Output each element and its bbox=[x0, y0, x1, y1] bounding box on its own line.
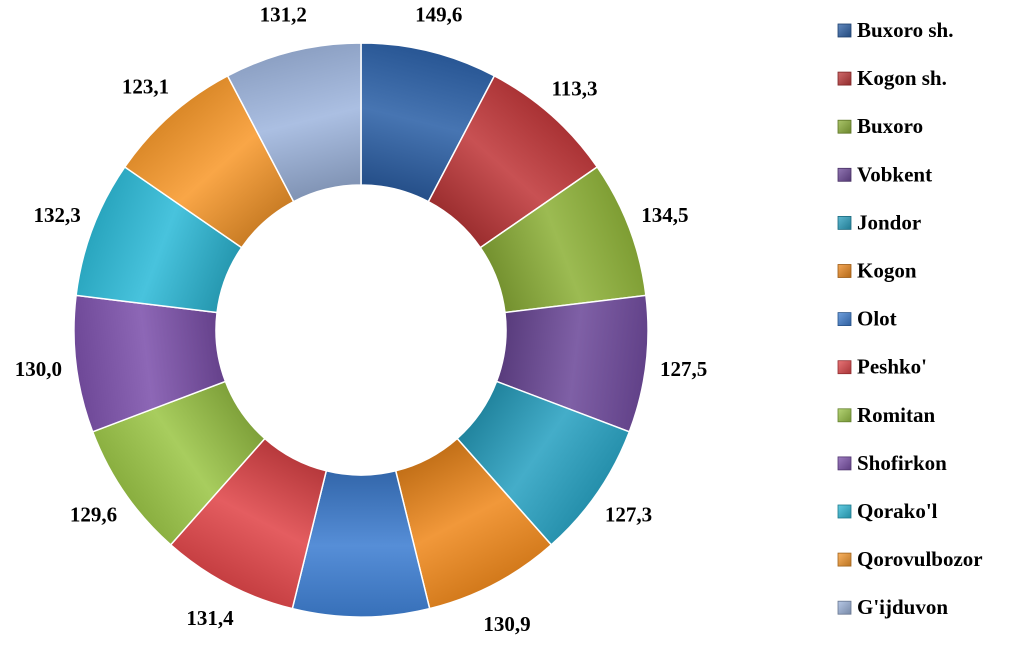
data-label-4: 127,5 bbox=[660, 357, 707, 381]
legend-label-1: Buxoro sh. bbox=[857, 18, 953, 42]
data-label-3: 134,5 bbox=[641, 203, 688, 227]
data-label-6: 130,9 bbox=[483, 612, 530, 636]
data-label-7: 130,1 bbox=[337, 648, 384, 653]
legend-label-7: Olot bbox=[857, 307, 897, 331]
legend-label-11: Qorako'l bbox=[857, 499, 938, 523]
legend-label-4: Vobkent bbox=[857, 162, 932, 186]
data-label-10: 130,0 bbox=[15, 357, 62, 381]
legend-swatch-5 bbox=[837, 215, 852, 230]
legend-label-5: Jondor bbox=[857, 210, 921, 234]
legend-swatch-10 bbox=[837, 456, 852, 471]
legend-swatch-4 bbox=[837, 167, 852, 182]
data-labels: 149,6 113,3 134,5 127,5 127,3 130,9 130,1 131,4… bbox=[15, 2, 708, 653]
legend-label-3: Buxoro bbox=[857, 114, 923, 138]
legend-label-2: Kogon sh. bbox=[857, 66, 947, 90]
legend: Buxoro sh. Kogon sh. Buxoro Vobkent Jondor Ko… bbox=[837, 18, 983, 619]
data-label-5: 127,3 bbox=[605, 503, 652, 527]
data-label-8: 131,4 bbox=[186, 606, 234, 630]
legend-label-6: Kogon bbox=[857, 259, 917, 283]
data-label-13: 131,2 bbox=[260, 2, 307, 26]
legend-label-12: Qorovulbozor bbox=[857, 547, 983, 571]
legend-label-10: Shofirkon bbox=[857, 451, 947, 475]
legend-swatch-8 bbox=[837, 360, 852, 375]
legend-swatch-1 bbox=[837, 23, 852, 38]
donut-slice-13 bbox=[226, 42, 362, 203]
legend-swatch-3 bbox=[837, 119, 852, 134]
data-label-9: 129,6 bbox=[70, 503, 117, 527]
data-label-11: 132,3 bbox=[33, 203, 80, 227]
legend-swatch-12 bbox=[837, 552, 852, 567]
legend-swatch-13 bbox=[837, 600, 852, 615]
legend-label-8: Peshko' bbox=[857, 355, 927, 379]
legend-label-9: Romitan bbox=[857, 403, 935, 427]
data-label-2: 113,3 bbox=[551, 77, 597, 101]
legend-swatch-9 bbox=[837, 408, 852, 423]
legend-swatch-11 bbox=[837, 504, 852, 519]
donut-slices bbox=[73, 42, 649, 618]
legend-swatch-7 bbox=[837, 312, 852, 327]
legend-label-13: G'ijduvon bbox=[857, 595, 948, 619]
legend-swatch-6 bbox=[837, 264, 852, 278]
data-label-1: 149,6 bbox=[415, 2, 462, 26]
data-label-12: 123,1 bbox=[122, 75, 169, 99]
legend-swatch-2 bbox=[837, 71, 852, 86]
